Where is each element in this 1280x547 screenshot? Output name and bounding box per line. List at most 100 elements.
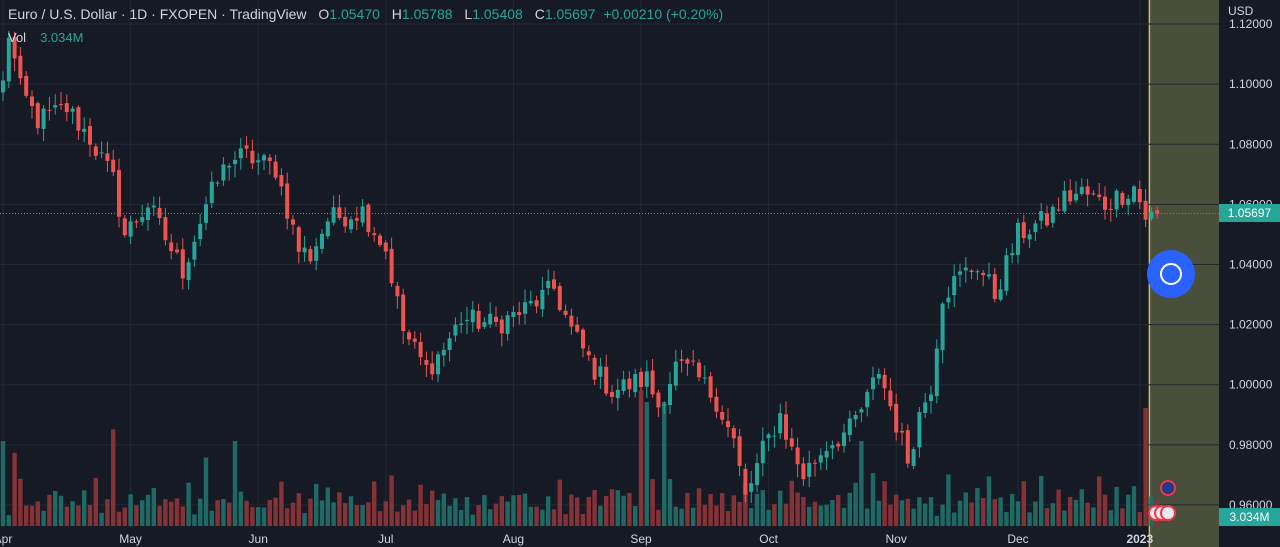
candle-body <box>546 280 551 289</box>
candle-body <box>366 204 371 233</box>
volume-bar <box>343 503 348 526</box>
candle-body <box>6 37 11 82</box>
current-price-label: 1.05697 <box>1219 204 1280 223</box>
volume-bar <box>650 479 655 526</box>
volume-bar <box>1120 508 1125 526</box>
candle-body <box>505 315 510 334</box>
candle-body <box>900 430 904 433</box>
candle-body <box>279 175 284 187</box>
candle-body <box>679 359 684 361</box>
candle-body <box>360 206 365 223</box>
candle-body <box>552 279 556 289</box>
candle-body <box>76 107 81 131</box>
candle-body <box>192 241 197 260</box>
candle-body <box>615 389 620 399</box>
candle-body <box>244 145 249 149</box>
volume-bar <box>708 494 713 526</box>
volume-bar <box>151 487 156 526</box>
candle-body <box>737 436 742 466</box>
symbol-legend: Euro / U.S. Dollar · 1D · FXOPEN · Tradi… <box>8 6 723 22</box>
volume-bar <box>946 474 951 526</box>
volume-bar <box>418 484 423 526</box>
candle-body <box>372 233 377 236</box>
volume-bar <box>116 511 122 526</box>
volume-bar <box>406 499 412 526</box>
candle-body <box>256 160 261 163</box>
time-tick-label: Sep <box>630 532 652 546</box>
eu-flag-event-icon[interactable] <box>1160 480 1176 496</box>
candle-body <box>111 159 116 173</box>
volume-bar <box>377 511 383 526</box>
candle-body <box>691 360 696 362</box>
volume-bar <box>186 482 191 526</box>
volume-bar <box>6 515 11 526</box>
volume-bar <box>725 511 731 526</box>
candle-body <box>151 205 156 208</box>
volume-bar <box>882 481 887 526</box>
candle-body <box>784 414 788 440</box>
candle-body <box>604 366 609 394</box>
currency-label[interactable]: USD <box>1228 4 1254 18</box>
candle-body <box>540 289 545 310</box>
volume-bar <box>952 512 957 526</box>
candle-body <box>528 300 533 304</box>
volume-bar <box>522 493 528 526</box>
candle-body <box>708 376 713 398</box>
us-flag-event-icon[interactable] <box>1160 505 1176 521</box>
volume-bar <box>82 490 87 526</box>
price-axis[interactable]: 1.120001.100001.080001.060001.040001.020… <box>1229 17 1273 512</box>
volume-bar <box>807 506 812 526</box>
volume-bar <box>53 490 58 526</box>
volume-bar <box>192 514 197 526</box>
volume-bar <box>1114 486 1119 526</box>
candle-body <box>975 271 980 273</box>
time-tick-label: Nov <box>886 532 907 546</box>
candle-body <box>621 379 626 391</box>
volume-bar <box>389 475 394 526</box>
candle-body <box>331 207 336 223</box>
price-tick-label: 1.04000 <box>1229 257 1273 271</box>
volume-bar <box>575 497 580 526</box>
volume-bar <box>667 479 673 526</box>
volume-bar <box>899 500 905 526</box>
volume-bar <box>140 500 145 526</box>
candle-body <box>963 267 968 271</box>
volume-bar <box>1027 512 1032 526</box>
candle-body <box>82 128 87 132</box>
candle-body <box>47 109 52 111</box>
candle-body <box>198 223 203 239</box>
volume-bar <box>870 472 876 526</box>
volume-bar <box>1143 408 1148 526</box>
volume-bar <box>1068 496 1073 526</box>
candle-body <box>99 152 104 154</box>
time-tick-label: Aug <box>503 532 524 546</box>
candle-body <box>598 366 603 377</box>
go-to-realtime-button[interactable] <box>1147 250 1195 298</box>
candle-body <box>302 247 307 253</box>
volume-bar <box>279 481 284 526</box>
volume-bar <box>261 507 267 526</box>
volume-bar <box>644 402 649 526</box>
volume-bar <box>360 505 365 526</box>
candle-body <box>743 468 748 495</box>
candle-body <box>940 303 945 351</box>
candle-body <box>418 341 423 358</box>
candle-body <box>1004 255 1009 291</box>
volume-bar <box>818 505 823 526</box>
volume-bar <box>482 495 487 526</box>
candle-body <box>186 262 191 280</box>
symbol-title[interactable]: Euro / U.S. Dollar · 1D · FXOPEN · Tradi… <box>8 6 307 22</box>
volume-bar <box>430 490 435 526</box>
volume-legend: Vol 3.034M <box>8 30 83 45</box>
volume-bar <box>749 508 754 526</box>
volume-bar <box>812 501 818 526</box>
time-axis[interactable]: Apr May Jun Jul Aug Sep Oct Nov Dec 2023 <box>0 532 1153 546</box>
candle-body <box>308 249 313 262</box>
candle-body <box>998 289 1003 300</box>
volume-bar <box>586 496 591 526</box>
volume-bar <box>105 499 110 526</box>
volume-bar <box>476 505 481 526</box>
candle-body <box>888 390 893 407</box>
